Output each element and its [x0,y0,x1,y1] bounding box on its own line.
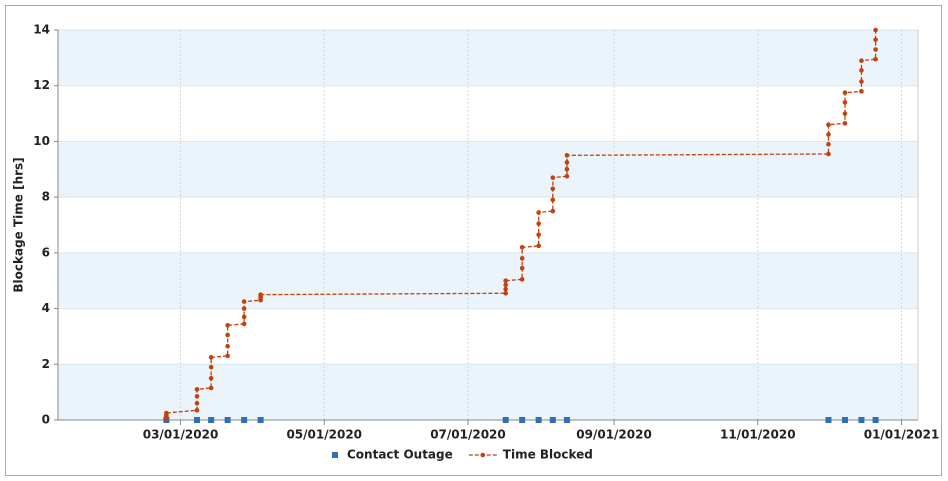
x-tick-label: 03/01/2020 [143,428,219,442]
outage-marker [563,417,570,423]
point-marker [225,353,230,359]
point-marker [225,332,230,338]
point-marker [826,122,831,128]
legend-swatch [332,452,338,458]
point-marker [550,186,556,192]
outage-marker [208,417,215,423]
y-tick-label: 2 [42,357,50,371]
point-marker [164,410,169,416]
point-marker [208,364,214,370]
point-marker [536,243,541,249]
y-tick-label: 10 [33,134,50,148]
point-marker [503,282,508,288]
outage-marker [841,417,848,423]
outage-marker [224,417,231,423]
point-marker [503,286,508,292]
x-tick-label: 05/01/2020 [286,428,362,442]
point-marker [550,208,556,214]
outage-marker [241,417,248,423]
point-marker [519,244,525,250]
point-marker [564,160,570,165]
point-marker [225,343,230,349]
point-marker [194,394,200,399]
point-marker [519,265,525,271]
outage-marker [257,417,264,423]
point-marker [550,197,556,203]
x-tick-label: 11/01/2020 [720,428,796,442]
point-marker [241,321,247,327]
point-marker [873,56,878,62]
point-marker [564,173,570,179]
outage-marker [825,417,832,423]
point-marker [842,121,848,126]
point-marker [826,151,831,157]
legend-swatch [480,452,486,458]
point-marker [503,290,508,296]
point-marker [536,232,541,238]
grid-band [58,30,918,86]
point-marker [536,210,541,215]
y-tick-label: 12 [33,78,50,92]
point-marker [859,79,864,84]
point-marker [859,58,864,63]
y-axis-label: Blockage Time [hrs] [12,157,26,292]
grid-band [58,141,918,198]
outage-marker [519,417,526,423]
point-marker [564,153,570,158]
point-marker [519,256,525,261]
point-marker [241,314,247,320]
point-marker [550,175,556,180]
point-marker [194,400,200,406]
grid-band [58,252,918,309]
point-marker [208,385,214,391]
outage-marker [858,417,865,423]
point-marker [859,88,864,94]
outage-marker [549,417,556,423]
point-marker [241,299,247,304]
x-tick-label: 01/01/2021 [864,428,940,442]
point-marker [194,387,200,392]
outage-marker [535,417,542,423]
point-marker [842,90,848,95]
point-marker [873,47,878,52]
point-marker [258,292,263,297]
legend-label: Contact Outage [347,448,453,462]
outage-marker [502,417,509,423]
point-marker [536,221,541,226]
outage-marker [872,417,879,423]
point-marker [503,278,508,284]
point-marker [826,141,831,147]
y-tick-label: 0 [42,413,50,427]
plot-area: 0 2 4 6 8 10 12 14 03/01/2020 05/01/2020 07/01/202… [33,23,939,442]
point-marker [241,306,247,311]
point-marker [842,100,848,105]
y-tick-label: 4 [42,301,50,315]
legend-label: Time Blocked [503,448,593,462]
point-marker [873,37,878,43]
y-tick-label: 8 [42,190,50,204]
point-marker [842,111,848,116]
point-marker [225,322,230,328]
point-marker [873,27,878,33]
point-marker [208,355,214,360]
point-marker [859,68,864,73]
y-tick-label: 6 [42,245,50,259]
point-marker [208,375,214,381]
point-marker [826,132,831,137]
point-marker [519,277,525,282]
y-tick-label: 14 [33,23,50,37]
x-tick-label: 07/01/2020 [430,428,506,442]
point-marker [564,166,570,172]
x-tick-label: 09/01/2020 [576,428,652,442]
point-marker [194,407,200,413]
outage-marker [194,417,201,423]
grid-band [58,364,918,420]
